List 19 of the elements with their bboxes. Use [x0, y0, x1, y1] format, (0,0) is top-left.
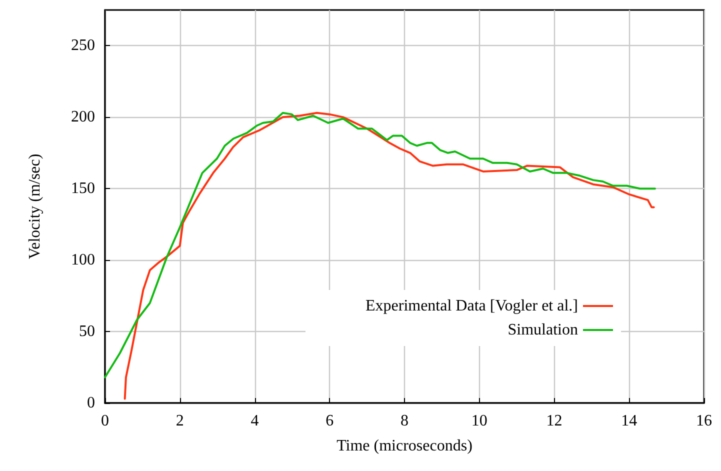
legend-label: Experimental Data [Vogler et al.]: [365, 298, 578, 314]
y-tick-label: 100: [71, 252, 95, 269]
legend-label: Simulation: [508, 322, 578, 338]
x-tick-label: 8: [400, 412, 408, 430]
y-tick-label: 250: [71, 37, 95, 54]
y-tick-label: 150: [71, 180, 95, 198]
x-tick-label: 16: [696, 412, 712, 430]
x-tick-label: 2: [176, 412, 184, 430]
x-tick-label: 0: [101, 412, 109, 430]
y-tick-label: 50: [79, 323, 95, 340]
y-axis-title: Velocity (m/sec): [26, 154, 44, 260]
x-axis-title: Time (microseconds): [336, 438, 472, 454]
x-tick-label: 10: [471, 412, 488, 430]
x-tick-label: 6: [326, 412, 334, 430]
y-tick-label: 200: [71, 108, 95, 126]
x-tick-label: 12: [546, 412, 562, 430]
x-tick-label: 4: [250, 412, 259, 430]
y-tick-label: 0: [87, 394, 95, 412]
x-tick-label: 14: [621, 412, 638, 430]
